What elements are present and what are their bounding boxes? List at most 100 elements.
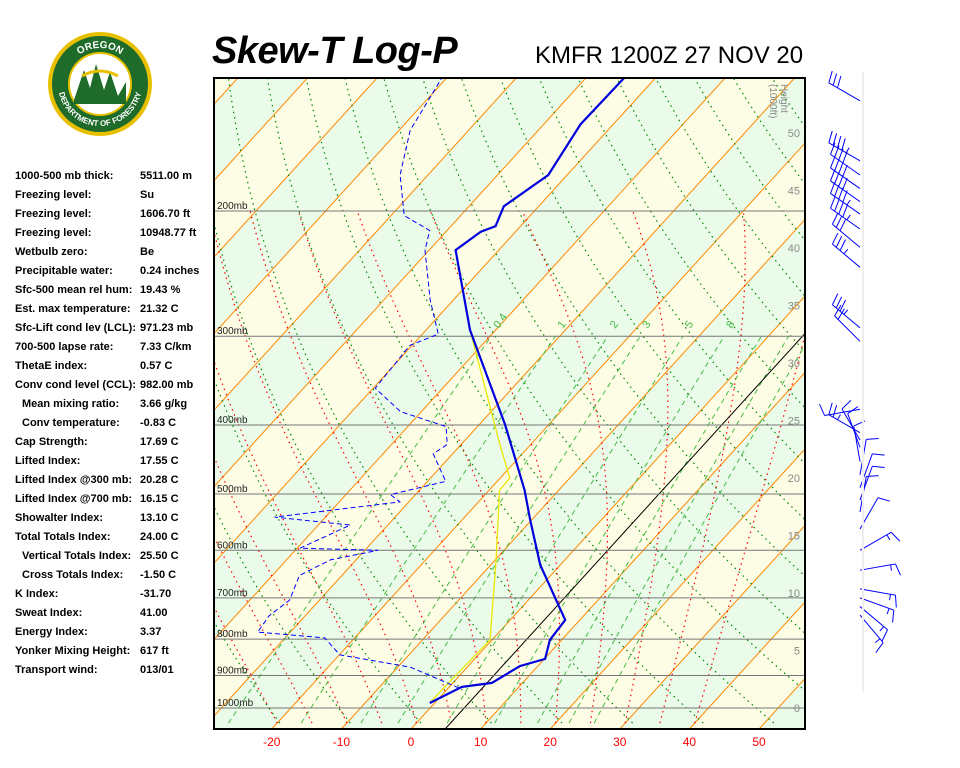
moist-adiabat [214, 359, 383, 724]
isotherm-line [619, 524, 805, 729]
wind-barb-staff [830, 193, 861, 215]
wind-barb-staff [859, 563, 896, 571]
pressure-label: 500mb [217, 484, 248, 495]
stat-value: 20.28 C [140, 474, 179, 486]
moist-adiabat [214, 228, 417, 724]
height-tick-label: 5 [794, 646, 800, 658]
wind-barb-flag [838, 174, 844, 187]
stat-label: Conv temperature: [22, 417, 120, 429]
stat-label: 700-500 lapse rate: [15, 341, 114, 353]
moist-adiabat [429, 210, 561, 724]
isotherm-band [0, 78, 99, 729]
isotherm-band [214, 78, 238, 105]
wind-barb-staff [859, 588, 896, 596]
stat-value: -0.83 C [140, 417, 177, 429]
stat-label: Lifted Index @300 mb: [15, 474, 133, 486]
wind-barb-flag [841, 399, 852, 410]
wind-barb-half [875, 638, 881, 644]
wind-barb-flag [830, 181, 836, 194]
stat-label: Freezing level: [15, 189, 92, 201]
wind-barb-flag [839, 239, 846, 251]
mixing-ratio-label: 1 [555, 319, 568, 331]
stat-label: Vertical Totals Index: [22, 550, 132, 562]
height-tick-label: 50 [788, 128, 800, 140]
wind-barb-staff [841, 408, 861, 441]
station-time-label: KMFR 1200Z 27 NOV 20 [535, 42, 804, 69]
stat-row: Freezing level: 10948.77 ft [0, 225, 210, 244]
stat-value: -1.50 C [140, 569, 177, 581]
wind-barb-flag [832, 133, 838, 146]
stat-label: Total Totals Index: [15, 531, 111, 543]
stat-value: 1606.70 ft [140, 208, 191, 220]
stat-label: Precipitable water: [15, 265, 113, 277]
stat-value: 971.23 mb [140, 322, 194, 334]
stat-value: 982.00 mb [140, 379, 194, 391]
isotherm-line [549, 448, 805, 729]
wind-barb-half [846, 214, 851, 221]
stat-row: Vertical Totals Index: 25.50 C [0, 548, 210, 567]
wind-barb-flag [838, 161, 844, 174]
stat-label: Sfc-Lift cond lev (LCL): [15, 322, 136, 334]
plot-frame [213, 77, 806, 730]
wind-barb [847, 406, 861, 448]
wind-barb-flag [835, 236, 843, 248]
stat-row: Cap Strength: 17.69 C [0, 434, 210, 453]
stat-row: Mean mixing ratio: 3.66 g/kg [0, 396, 210, 415]
stat-value: 17.55 C [140, 455, 179, 467]
wind-barb-flag [834, 159, 840, 171]
dry-adiabat [538, 78, 805, 465]
wind-barb-flag [877, 497, 891, 502]
wind-barb-flag [830, 156, 836, 169]
dry-adiabat [850, 78, 960, 723]
wind-barb-flag [837, 308, 845, 320]
isotherm-line [214, 78, 239, 105]
stat-row: Cross Totals Index: -1.50 C [0, 567, 210, 586]
dry-adiabat [227, 78, 563, 724]
stat-label: Energy Index: [15, 626, 88, 638]
stat-row: Lifted Index: 17.55 C [0, 453, 210, 472]
wind-barb-flag [832, 405, 838, 418]
wind-barb-half [886, 534, 891, 541]
wind-barb-flag [828, 130, 833, 143]
wind-barb-flag [872, 465, 885, 469]
height-tick-label: 10 [788, 588, 800, 600]
wind-barb-flag [881, 629, 889, 642]
mixing-ratio-line [360, 335, 609, 724]
wind-barb-flag [831, 293, 839, 305]
mixing-ratio-line [228, 335, 492, 724]
wind-barb-flag [828, 402, 833, 415]
chart-title: Skew-T Log-P [212, 30, 458, 72]
wind-barb-flag [834, 172, 840, 184]
stat-row: 1000-500 mb thick: 5511.00 m [0, 168, 210, 187]
wind-barb-flag [834, 184, 840, 197]
x-tick-label: 20 [544, 735, 558, 749]
stat-label: Transport wind: [15, 664, 98, 676]
dry-adiabat [214, 220, 492, 724]
wind-barb-flag [837, 75, 842, 89]
pressure-label: 400mb [217, 415, 248, 426]
stat-value: 7.33 C/km [140, 341, 192, 353]
dry-adiabat [33, 78, 209, 723]
wind-barb-staff [834, 315, 861, 342]
wind-barb [830, 156, 861, 190]
stat-value: 0.57 C [140, 360, 173, 372]
wind-barb-flag [890, 531, 901, 542]
mixing-ratio-line [537, 335, 762, 724]
pressure-label: 700mb [217, 588, 248, 599]
isotherm-line [410, 295, 805, 729]
x-tick-label: -10 [333, 735, 351, 749]
wind-barb [831, 232, 861, 268]
stat-row: Freezing level: Su [0, 187, 210, 206]
wind-barb-half [886, 608, 890, 615]
wind-barb-flag [842, 177, 848, 190]
stat-value: 24.00 C [140, 531, 179, 543]
height-tick-label: 25 [788, 416, 800, 428]
wind-barb-staff [830, 153, 861, 176]
x-tick-label: 10 [474, 735, 488, 749]
isotherm-line [689, 601, 805, 729]
wind-barb-flag [828, 70, 833, 84]
wind-barb-flag [842, 151, 848, 164]
x-tick-label: 40 [683, 735, 697, 749]
wind-barb [830, 142, 861, 176]
wind-barb-flag [838, 148, 844, 161]
